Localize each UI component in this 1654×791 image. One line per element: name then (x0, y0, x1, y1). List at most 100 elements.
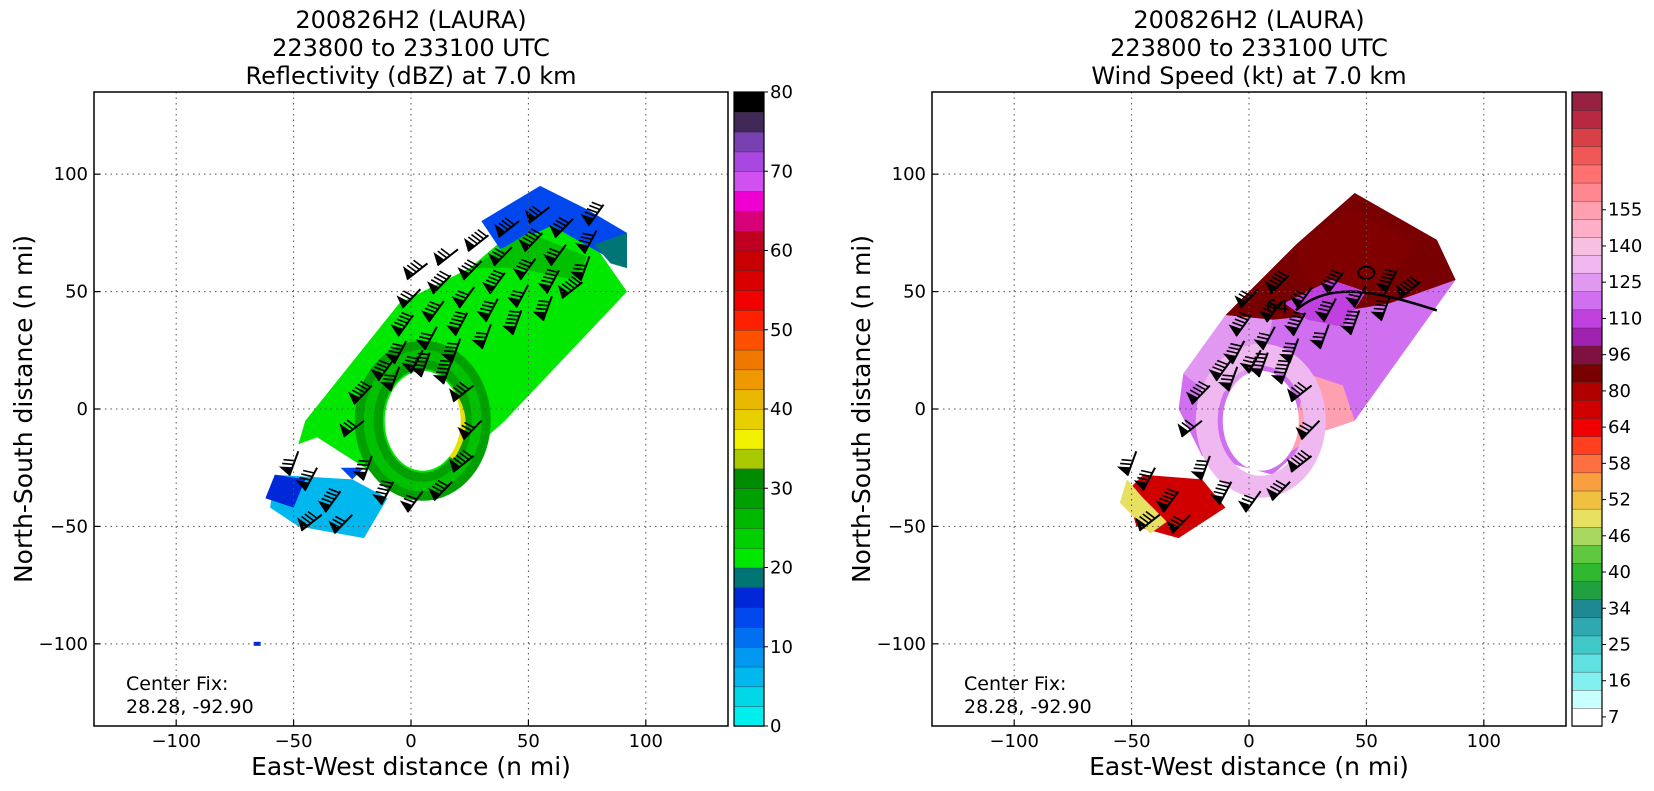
wind-barb (1270, 359, 1292, 385)
wind-barb-feather (390, 346, 402, 351)
wind-barb-flag (401, 362, 415, 374)
wind-barb-feather (1242, 359, 1255, 364)
wind-barb-flag (1309, 339, 1324, 349)
wind-barb-feather (1328, 272, 1340, 279)
wind-barb-flag (370, 369, 384, 381)
colorbar-bin (733, 567, 765, 589)
wind-barb-feather (445, 346, 457, 349)
colorbar-bin (1571, 544, 1603, 564)
wind-barb-feather (451, 318, 463, 323)
wind-barb-feather (1268, 279, 1280, 286)
wind-barb-staff (380, 481, 395, 506)
wind-barb (457, 259, 483, 281)
colorbar-bin (733, 131, 765, 153)
wind-barb (384, 340, 408, 365)
wind-barb-feather (1273, 371, 1286, 374)
wind-barb-flag (471, 339, 486, 349)
wind-barb-flag (449, 458, 461, 472)
wind-barb-feather (403, 497, 415, 504)
wind-barb-flag (1345, 296, 1359, 308)
wind-barb-feather (418, 335, 431, 340)
wind-barb-feather (1166, 488, 1178, 494)
wind-barb-flag (449, 388, 461, 402)
wind-barb-feather (507, 314, 520, 317)
wind-barb-feather (580, 236, 592, 241)
wind-barb-flag (399, 500, 413, 513)
wind-barb-staff (442, 359, 454, 385)
wind-barb-flag (524, 209, 537, 224)
wind-barb-feather (1277, 359, 1290, 363)
colorbar-tick-label: 20 (770, 558, 793, 579)
wind-barb-feather (528, 208, 539, 217)
chart-title-line: 223800 to 233100 UTC (272, 34, 550, 62)
wind-barb-feather (405, 494, 418, 501)
wind-barb-flag (1253, 339, 1267, 350)
wind-barb-feather (573, 267, 585, 271)
wind-barb (1239, 349, 1262, 374)
wind-barb-flag (557, 284, 570, 299)
wind-barb-feather (452, 457, 464, 466)
wind-barb-feather (516, 265, 528, 271)
wind-barb-feather (433, 276, 445, 284)
wind-barb (1190, 455, 1211, 481)
wind-barb-flag (1135, 517, 1147, 531)
wind-barb-feather (1384, 268, 1397, 274)
wind-barb-feather (1236, 315, 1249, 321)
wind-barb-flag (1289, 296, 1303, 308)
chart-title-line: Reflectivity (dBZ) at 7.0 km (246, 62, 577, 90)
wind-barb (1253, 326, 1276, 351)
wind-barb-staff (1126, 450, 1138, 477)
wind-barb-feather (542, 275, 555, 281)
wind-barb-feather (374, 366, 386, 372)
wind-barb-feather (453, 314, 465, 319)
wind-barb-feather (1137, 476, 1149, 481)
wind-barb (1295, 420, 1321, 441)
wind-barb-staff (288, 450, 300, 477)
colorbar-bin (733, 666, 765, 688)
wind-barb-feather (544, 272, 557, 277)
wind-barb (575, 230, 598, 254)
wind-barb-flag (457, 267, 470, 280)
wind-barb-flag (352, 471, 367, 481)
colorbar-bin (733, 388, 765, 410)
colorbar-bin (733, 369, 765, 390)
wind-barb-feather (470, 233, 482, 243)
wind-barb (449, 381, 475, 403)
wind-barb-feather (381, 480, 393, 485)
wind-barb-feather (462, 449, 473, 458)
reflectivity-core (469, 232, 588, 280)
wind-barb (518, 228, 544, 253)
wind-barb (471, 324, 492, 350)
wind-barb (570, 256, 591, 282)
wind-barb-feather (1215, 487, 1227, 492)
wind-barb-feather (1295, 290, 1307, 296)
y-tick-label: 100 (54, 164, 88, 185)
wind-barb (433, 248, 459, 267)
colorbar-tick-label: 7 (1608, 707, 1619, 728)
wind-barb-feather (434, 482, 446, 490)
wind-barb-staff (342, 419, 365, 438)
x-tick-label: −50 (275, 731, 313, 752)
wind-barb-feather (1343, 321, 1355, 325)
wind-barb-feather (1226, 349, 1238, 355)
colorbar-tick-label: 80 (1608, 381, 1631, 402)
wind-barb-feather (1139, 515, 1150, 524)
wind-barb-feather (1284, 342, 1297, 345)
wind-barb-feather (1255, 352, 1268, 356)
wind-barb-staff (1319, 324, 1330, 350)
wind-barb-feather (512, 290, 524, 295)
wind-barb (446, 311, 469, 337)
wind-barb-feather (1271, 276, 1283, 284)
colorbar-bin (1571, 291, 1603, 311)
wind-barb-flag (1116, 466, 1131, 476)
wind-barb-feather (307, 510, 318, 520)
wind-barb-flag (543, 253, 556, 266)
wind-barb (295, 467, 318, 492)
wind-barb-flag (1287, 388, 1299, 402)
wind-barb-feather (1272, 482, 1284, 490)
wind-barb (1287, 449, 1313, 473)
colorbar-bin (1571, 164, 1603, 184)
wind-barb-feather (1159, 497, 1171, 504)
wind-barb-feather (1193, 467, 1206, 470)
